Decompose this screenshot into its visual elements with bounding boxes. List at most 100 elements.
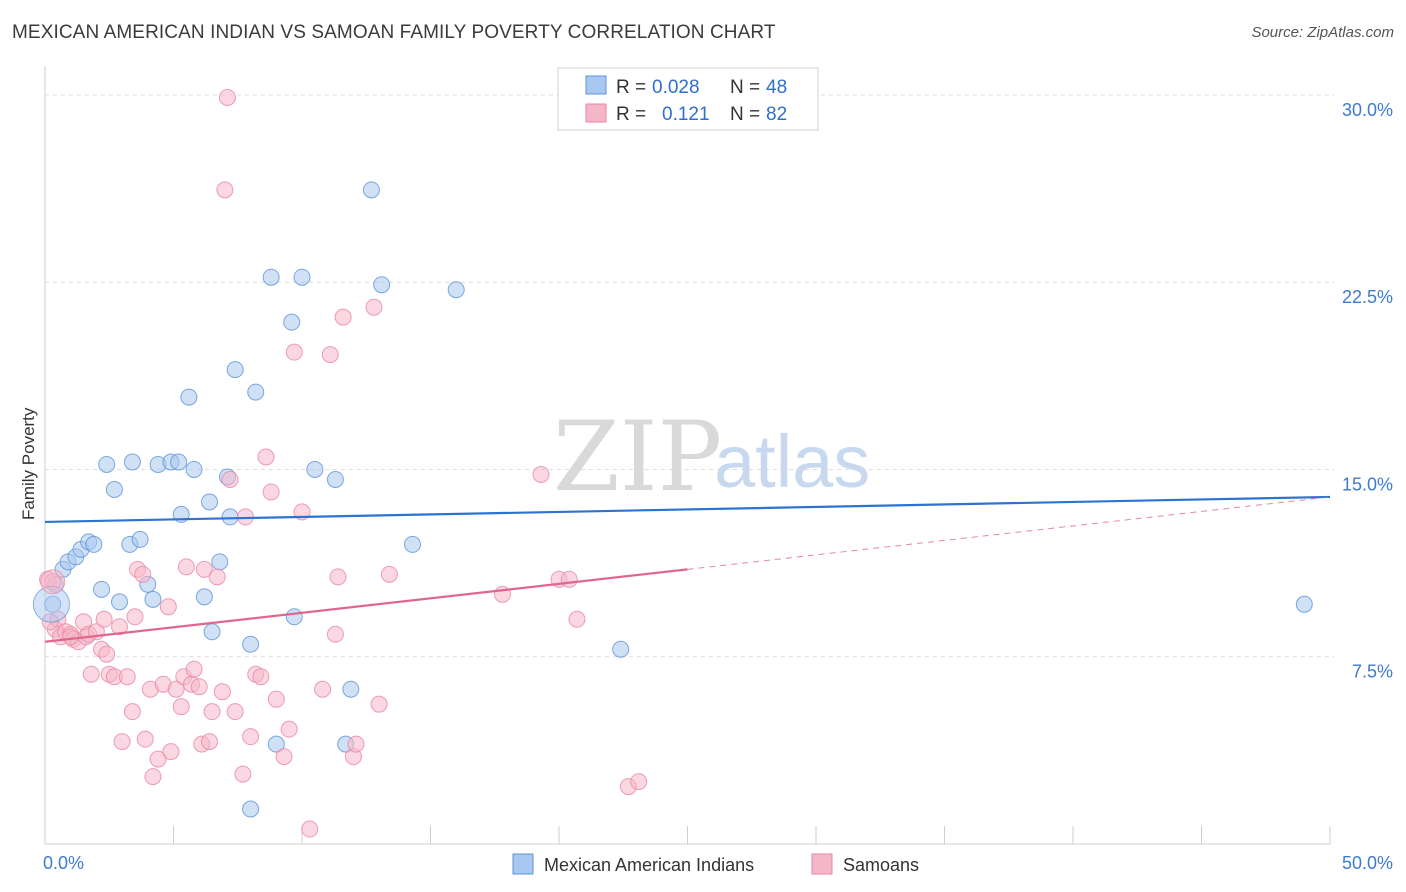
point-samoans (532, 465, 550, 483)
x-tick-label: 50.0% (1342, 853, 1393, 873)
point-mexican-american-indians (180, 388, 198, 406)
y-axis-label: Family Poverty (19, 407, 38, 520)
grid-lines (45, 94, 1334, 658)
legend-swatch-blue (585, 75, 607, 95)
point-mexican-american-indians (203, 623, 221, 641)
point-samoans (118, 668, 136, 686)
x-tick-labels: 0.0% 50.0% (43, 853, 1393, 873)
point-samoans (40, 569, 66, 595)
point-mexican-american-indians (306, 460, 324, 478)
trend-line-samoans-extension (687, 496, 1331, 570)
point-samoans (136, 730, 154, 748)
point-samoans (380, 565, 398, 583)
point-samoans (234, 765, 252, 783)
point-samoans (123, 703, 141, 721)
point-samoans (172, 698, 190, 716)
point-mexican-american-indians (98, 455, 116, 473)
point-samoans (568, 610, 586, 628)
point-samoans (370, 695, 388, 713)
watermark: ZIP atlas (553, 401, 870, 513)
legend-n-value-1: 48 (766, 77, 787, 98)
point-mexican-american-indians (247, 383, 265, 401)
point-mexican-american-indians (111, 593, 129, 611)
point-samoans (334, 308, 352, 326)
legend-swatch-pink (585, 103, 607, 123)
point-mexican-american-indians (185, 460, 203, 478)
point-mexican-american-indians (404, 535, 422, 553)
watermark-atlas: atlas (714, 420, 870, 503)
bottom-legend-swatch-blue (512, 853, 534, 875)
legend-n-label-1: N = (730, 77, 760, 98)
point-mexican-american-indians (85, 535, 103, 553)
point-samoans (257, 448, 275, 466)
point-samoans (301, 820, 319, 838)
point-samoans (326, 625, 344, 643)
point-mexican-american-indians (447, 281, 465, 299)
point-samoans (242, 728, 260, 746)
x-tick-label: 0.0% (43, 853, 84, 873)
watermark-zip: ZIP (553, 401, 722, 513)
point-samoans (149, 750, 167, 768)
point-mexican-american-indians (612, 640, 630, 658)
legend-r-value-1: 0.028 (652, 77, 700, 98)
trend-line-mexican-american-indians (44, 495, 1331, 524)
source-label: Source: ZipAtlas.com (1251, 24, 1394, 41)
point-samoans (200, 733, 218, 751)
point-samoans (213, 683, 231, 701)
legend-n-value-2: 82 (766, 104, 787, 125)
point-samoans (347, 735, 365, 753)
point-mexican-american-indians (200, 493, 218, 511)
bottom-legend-swatch-pink (811, 853, 833, 875)
point-samoans (560, 570, 578, 588)
point-samoans (162, 743, 180, 761)
point-samoans (262, 483, 280, 501)
point-samoans (365, 298, 383, 316)
bottom-legend-label-pink: Samoans (843, 855, 919, 875)
point-mexican-american-indians (285, 608, 303, 626)
point-mexican-american-indians (1295, 595, 1313, 613)
point-mexican-american-indians (342, 680, 360, 698)
point-samoans (134, 565, 152, 583)
point-mexican-american-indians (293, 268, 311, 286)
y-tick-labels: 7.5% 15.0% 22.5% 30.0% (1342, 100, 1393, 682)
point-samoans (208, 568, 226, 586)
y-tick-label: 22.5% (1342, 287, 1393, 307)
point-samoans (126, 608, 144, 626)
bottom-legend-label-blue: Mexican American Indians (544, 855, 754, 875)
point-mexican-american-indians (283, 313, 301, 331)
point-samoans (190, 678, 208, 696)
point-samoans (285, 343, 303, 361)
point-samoans (195, 560, 213, 578)
point-mexican-american-indians (242, 635, 260, 653)
point-mexican-american-indians (144, 590, 162, 608)
point-samoans (95, 610, 113, 628)
legend-r-label-1: R = (616, 77, 646, 98)
point-mexican-american-indians (267, 735, 285, 753)
legend-r-label-2: R = (616, 104, 646, 125)
point-samoans (203, 703, 221, 721)
point-samoans (221, 470, 239, 488)
point-mexican-american-indians (221, 508, 239, 526)
point-mexican-american-indians (262, 268, 280, 286)
point-samoans (62, 628, 80, 646)
point-samoans (159, 598, 177, 616)
point-samoans (321, 346, 339, 364)
correlation-legend: R = 0.028 N = 48 R = 0.121 N = 82 (557, 67, 819, 131)
point-samoans (252, 668, 270, 686)
point-samoans (275, 748, 293, 766)
y-tick-label: 7.5% (1352, 662, 1393, 682)
chart-title: MEXICAN AMERICAN INDIAN VS SAMOAN FAMILY… (12, 22, 776, 43)
legend-r-value-2: 0.121 (662, 104, 710, 125)
point-mexican-american-indians (326, 470, 344, 488)
point-mexican-american-indians (170, 453, 188, 471)
series-legend: Mexican American Indians Samoans (512, 853, 919, 875)
point-samoans (177, 558, 195, 576)
point-samoans (144, 768, 162, 786)
point-mexican-american-indians (242, 800, 260, 818)
point-samoans (314, 680, 332, 698)
point-mexican-american-indians (373, 276, 391, 294)
point-mexican-american-indians (362, 181, 380, 199)
point-samoans (218, 88, 236, 106)
point-samoans (111, 618, 129, 636)
